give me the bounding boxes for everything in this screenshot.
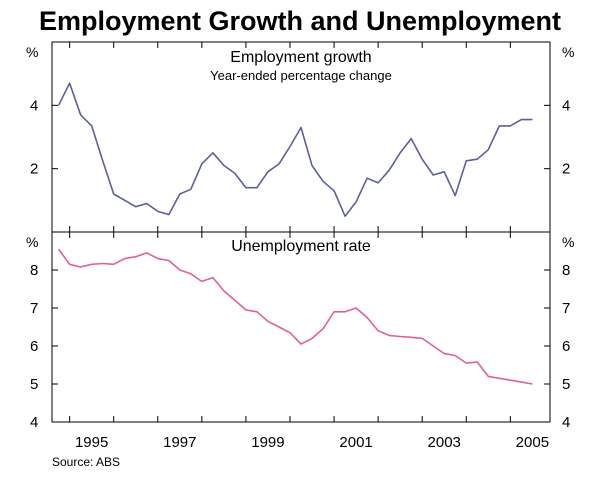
unemployment-rate-ytick-label-left: 4	[30, 414, 38, 431]
employment-growth-right-unit: %	[562, 44, 574, 60]
employment-growth-subtitle: Year-ended percentage change	[210, 68, 392, 83]
employment-growth-ytick-label-right: 4	[562, 97, 570, 114]
employment-growth-series-line	[57, 82, 533, 217]
unemployment-rate-right-unit: %	[562, 234, 574, 250]
unemployment-rate-series-line	[57, 248, 533, 385]
employment-growth-title: Employment growth	[230, 49, 371, 66]
xtick-label-2001: 2001	[339, 434, 372, 451]
unemployment-rate-ytick-label-right: 8	[562, 262, 570, 279]
unemployment-rate-ytick-label-right: 4	[562, 414, 570, 431]
unemployment-rate-ytick-label-right: 6	[562, 338, 570, 355]
unemployment-rate-title: Unemployment rate	[231, 238, 371, 255]
employment-growth-ytick-label-right: 2	[562, 161, 570, 178]
employment-growth-left-unit: %	[26, 44, 38, 60]
xtick-label-2005: 2005	[516, 434, 549, 451]
employment-growth-ytick-label-left: 4	[30, 97, 38, 114]
xtick-label-1995: 1995	[75, 434, 108, 451]
source-note: Source: ABS	[52, 455, 120, 469]
unemployment-rate-ytick-label-left: 6	[30, 338, 38, 355]
employment-growth-ytick-label-left: 2	[30, 161, 38, 178]
chart-title: Employment Growth and Unemployment	[39, 6, 561, 36]
unemployment-rate-ytick-label-left: 5	[30, 376, 38, 393]
employment-growth-panel: Employment growth Year-ended percentage …	[26, 41, 574, 233]
xtick-label-2003: 2003	[428, 434, 461, 451]
xtick-label-1999: 1999	[251, 434, 284, 451]
unemployment-rate-panel: Unemployment rate % % 4 4 5 5 6 6 7 7 8 8 1995 1997…	[26, 231, 574, 451]
unemployment-rate-ytick-label-right: 7	[562, 300, 570, 317]
unemployment-rate-ytick-label-left: 7	[30, 300, 38, 317]
xtick-label-1997: 1997	[163, 434, 196, 451]
unemployment-rate-left-unit: %	[26, 234, 38, 250]
unemployment-rate-ytick-label-right: 5	[562, 376, 570, 393]
unemployment-rate-ytick-label-left: 8	[30, 262, 38, 279]
unemployment-rate-frame	[51, 231, 551, 423]
